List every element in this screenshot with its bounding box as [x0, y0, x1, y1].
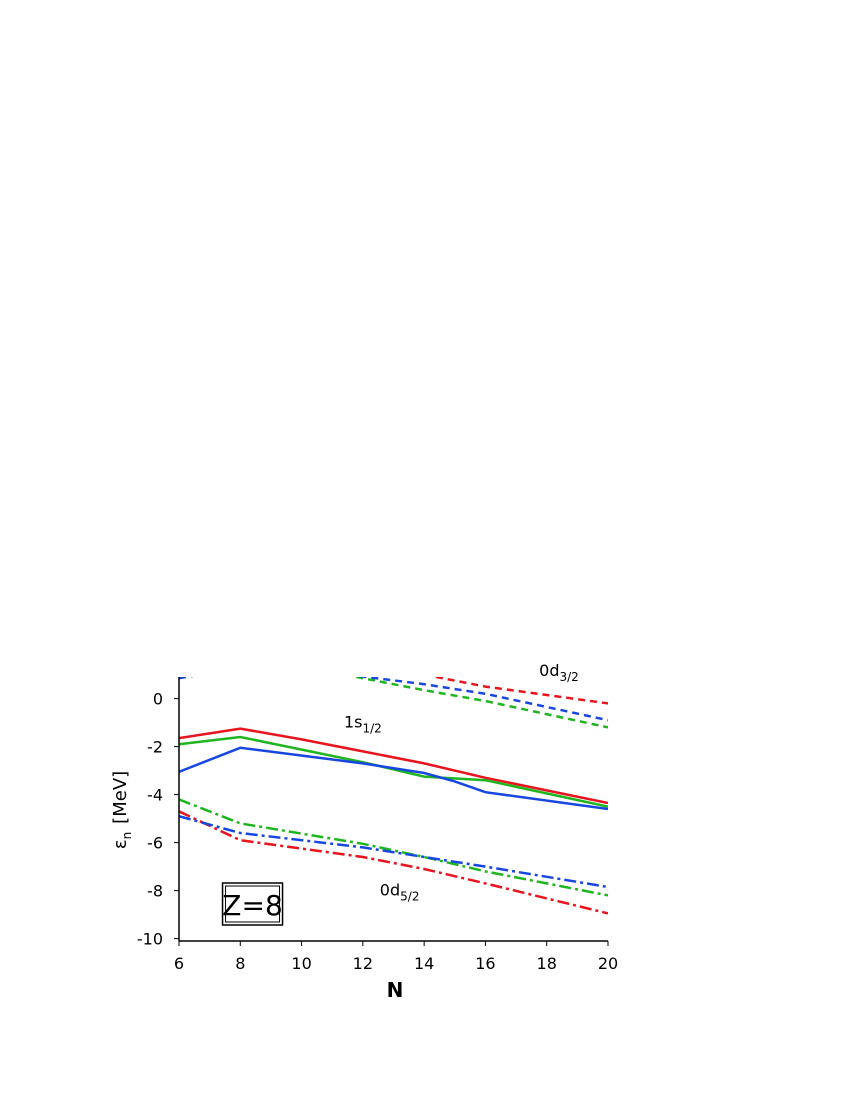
- x-tick-label: 18: [537, 954, 557, 973]
- y-tick-label: -10: [137, 930, 163, 949]
- label-box-shadow: [225, 885, 281, 923]
- series-line: [179, 727, 608, 805]
- series-line: [179, 677, 194, 680]
- x-tick-label: 14: [414, 954, 434, 973]
- annotation: 1s1/2: [344, 712, 382, 735]
- series-line: [429, 677, 608, 705]
- box-label: Z=8: [222, 889, 282, 922]
- label-part: 1/2: [362, 721, 381, 735]
- x-tick-label: 8: [235, 954, 245, 973]
- y-tick-label: -6: [147, 834, 163, 853]
- x-tick-label: 10: [291, 954, 311, 973]
- x-axis-label: N: [387, 978, 404, 1002]
- plot-lines: [179, 677, 608, 915]
- label-part: 0d: [380, 880, 400, 899]
- series-line: [179, 814, 608, 889]
- label-part: 0d: [539, 661, 559, 680]
- label-part: [MeV]: [110, 771, 131, 824]
- series-line: [179, 798, 608, 897]
- x-tick-label: 16: [475, 954, 495, 973]
- label-part: 3/2: [559, 670, 578, 684]
- annotation: 0d5/2: [380, 880, 420, 903]
- y-tick-label: -2: [147, 738, 163, 757]
- label-part: 1s: [344, 712, 363, 731]
- y-tick-label: -4: [147, 786, 163, 805]
- x-tick-label: 12: [353, 954, 373, 973]
- annotation: 0d3/2: [539, 661, 579, 684]
- series-line: [356, 677, 608, 722]
- label-part: n: [120, 832, 134, 840]
- series-line: [179, 746, 608, 811]
- y-tick-label: 0: [153, 690, 163, 709]
- series-line: [350, 677, 608, 729]
- label-part: ε: [110, 839, 131, 849]
- x-tick-label: 6: [174, 954, 184, 973]
- label-part: 5/2: [400, 889, 419, 903]
- y-tick-label: -8: [147, 882, 163, 901]
- y-axis-label: εn [MeV]: [110, 771, 134, 849]
- label-box: [221, 882, 284, 926]
- series-line: [179, 810, 608, 915]
- x-tick-label: 20: [598, 954, 618, 973]
